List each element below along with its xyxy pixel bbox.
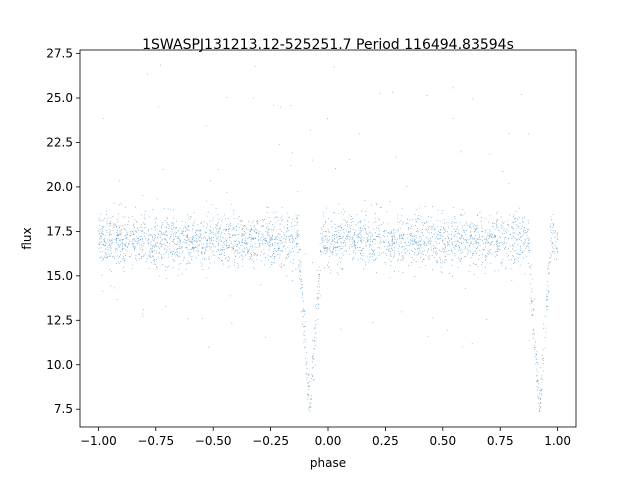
- chart-title: 1SWASPJ131213.12-525251.7 Period 116494.…: [142, 37, 514, 53]
- x-tick-label: 0.00: [315, 434, 342, 448]
- x-axis-label: phase: [310, 456, 346, 470]
- flux-points: [98, 64, 559, 412]
- y-tick-label: 17.5: [46, 224, 73, 238]
- x-tick-label: −0.50: [195, 434, 232, 448]
- y-tick-label: 15.0: [46, 269, 73, 283]
- x-tick-label: −0.25: [252, 434, 289, 448]
- y-tick-label: 25.0: [46, 91, 73, 105]
- x-tick-label: −0.75: [137, 434, 174, 448]
- y-tick-label: 10.0: [46, 358, 73, 372]
- data-points: [98, 64, 559, 412]
- y-tick-label: 22.5: [46, 135, 73, 149]
- y-tick-label: 7.5: [54, 402, 73, 416]
- y-tick-label: 12.5: [46, 313, 73, 327]
- y-tick-label: 20.0: [46, 180, 73, 194]
- x-tick-label: 0.75: [487, 434, 514, 448]
- x-tick-label: 0.25: [372, 434, 399, 448]
- x-tick-label: 0.50: [429, 434, 456, 448]
- y-axis-label: flux: [20, 227, 34, 249]
- y-tick-label: 27.5: [46, 47, 73, 61]
- y-axis: 7.5 10.0 12.5 15.0 17.5 20.0 22.5 25.0 27.5: [46, 47, 80, 416]
- x-axis: −1.00 −0.75 −0.50 −0.25 0.00 0.25 0.50 0.75 1.00: [80, 427, 571, 448]
- x-tick-label: 1.00: [544, 434, 571, 448]
- x-tick-label: −1.00: [80, 434, 117, 448]
